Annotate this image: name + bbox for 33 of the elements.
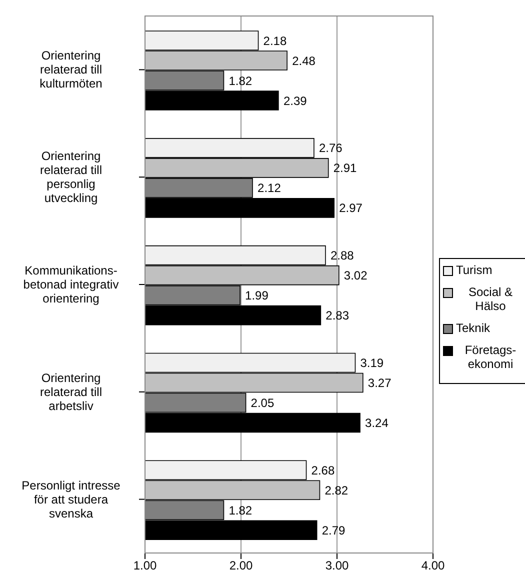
legend-label: Social & Hälso	[467, 285, 514, 313]
y-tick-label: Orientering relaterad till kulturmöten	[40, 48, 102, 91]
x-tick-label: 4.00	[421, 558, 445, 573]
data-label: 1.82	[228, 503, 252, 518]
legend-label: Företags-ekonomi	[464, 343, 518, 371]
data-label: 2.68	[311, 463, 335, 478]
data-label: 2.39	[283, 94, 308, 108]
data-label: 3.19	[360, 356, 384, 370]
y-tick-label: Kommunikations-betonad integrativ orientering	[23, 264, 119, 306]
data-label: 1.82	[228, 74, 252, 88]
data-label: 2.82	[324, 483, 348, 498]
data-label: 3.24	[365, 416, 389, 430]
data-label: 1.99	[245, 288, 269, 303]
y-tick-label: Personligt intresse för att studera svenska	[22, 478, 121, 520]
data-label: 2.83	[326, 308, 350, 323]
data-label: 3.27	[368, 376, 392, 390]
data-label: 2.97	[339, 201, 363, 216]
y-tick-label: Orientering relaterad till personlig utveckling	[40, 149, 102, 206]
x-tick-label: 2.00	[229, 558, 253, 573]
data-label: 3.02	[344, 268, 368, 283]
data-label: 2.91	[333, 161, 358, 176]
legend-label: Turism	[456, 263, 492, 277]
data-label: 2.12	[258, 181, 282, 196]
data-label: 2.48	[292, 54, 316, 68]
y-tick-label: Orientering relaterad till arbetsliv	[40, 370, 102, 413]
data-label: 2.79	[322, 523, 346, 538]
x-tick-label: 1.00	[133, 558, 157, 573]
data-label: 2.76	[318, 141, 343, 156]
data-label: 2.05	[250, 396, 274, 410]
data-label: 2.18	[263, 34, 287, 48]
legend-label: Teknik	[456, 321, 490, 335]
x-tick-label: 3.00	[325, 558, 349, 573]
data-label: 2.88	[330, 248, 354, 263]
